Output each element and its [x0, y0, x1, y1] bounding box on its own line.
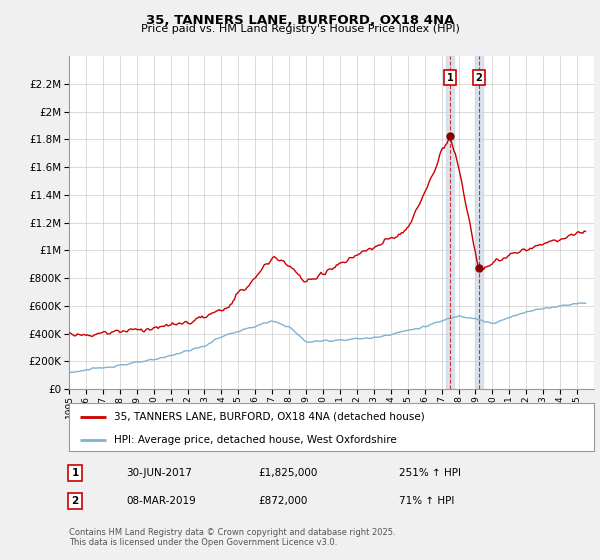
Text: 1: 1: [446, 73, 454, 83]
Text: £1,825,000: £1,825,000: [258, 468, 317, 478]
Text: HPI: Average price, detached house, West Oxfordshire: HPI: Average price, detached house, West…: [113, 435, 397, 445]
Text: Contains HM Land Registry data © Crown copyright and database right 2025.
This d: Contains HM Land Registry data © Crown c…: [69, 528, 395, 548]
Text: 30-JUN-2017: 30-JUN-2017: [126, 468, 192, 478]
Text: 35, TANNERS LANE, BURFORD, OX18 4NA: 35, TANNERS LANE, BURFORD, OX18 4NA: [146, 14, 454, 27]
Text: 71% ↑ HPI: 71% ↑ HPI: [399, 496, 454, 506]
Bar: [446, 56, 454, 389]
Text: 1: 1: [71, 468, 79, 478]
Text: 251% ↑ HPI: 251% ↑ HPI: [399, 468, 461, 478]
Text: Price paid vs. HM Land Registry's House Price Index (HPI): Price paid vs. HM Land Registry's House …: [140, 24, 460, 34]
Text: 08-MAR-2019: 08-MAR-2019: [126, 496, 196, 506]
Text: 2: 2: [71, 496, 79, 506]
Text: 2: 2: [475, 73, 482, 83]
Text: 35, TANNERS LANE, BURFORD, OX18 4NA (detached house): 35, TANNERS LANE, BURFORD, OX18 4NA (det…: [113, 412, 424, 422]
Bar: [475, 56, 483, 389]
Text: £872,000: £872,000: [258, 496, 307, 506]
